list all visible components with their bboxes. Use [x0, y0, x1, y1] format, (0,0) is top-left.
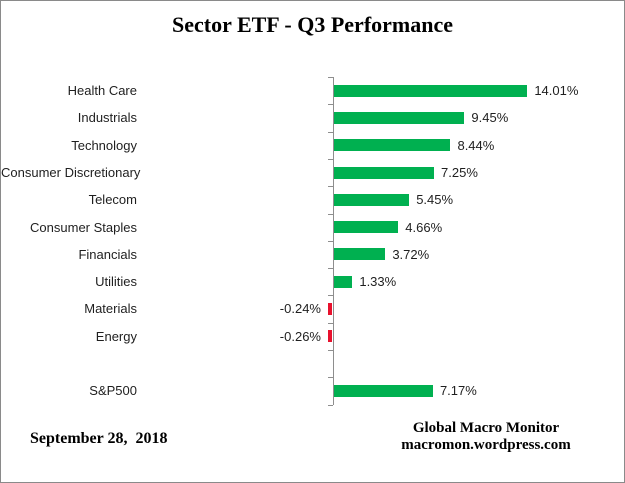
- category-label: Health Care: [67, 83, 137, 98]
- axis-tick: [328, 186, 333, 187]
- data-bar: [334, 139, 451, 152]
- value-label: -0.26%: [279, 328, 321, 344]
- value-label: 3.72%: [392, 246, 430, 262]
- category-label: Materials: [84, 301, 137, 317]
- axis-tick: [328, 104, 333, 105]
- axis-tick: [328, 214, 333, 215]
- date-label: September 28, 2018: [30, 430, 168, 447]
- axis-tick: [328, 350, 333, 351]
- data-bar: [328, 303, 332, 316]
- bar-chart-plot-area: Health Care 14.01% Industrials 9.45% Technol…: [1, 77, 624, 406]
- value-label: -0.24%: [279, 301, 321, 317]
- axis-tick: [328, 405, 333, 406]
- value-label: 14.01%: [534, 83, 579, 98]
- category-label: Consumer Staples: [30, 219, 137, 235]
- value-label: 5.45%: [416, 192, 454, 208]
- axis-tick: [328, 377, 333, 378]
- chart-title: Sector ETF - Q3 Performance: [171, 12, 453, 37]
- data-bar: [334, 166, 435, 179]
- value-label: 9.45%: [471, 110, 509, 126]
- value-label: 8.44%: [457, 137, 495, 153]
- category-label: Energy: [95, 328, 137, 344]
- axis-tick: [328, 159, 333, 160]
- category-label: Telecom: [88, 192, 137, 208]
- value-label: 4.66%: [405, 219, 443, 235]
- category-label: Consumer Discretionary: [1, 164, 141, 180]
- category-label: Technology: [71, 137, 137, 153]
- axis-tick: [328, 295, 333, 296]
- credit-block: Global Macro Monitor macromon.wordpress.…: [386, 420, 586, 454]
- data-bar: [334, 193, 410, 206]
- category-label: Utilities: [95, 274, 137, 290]
- axis-tick: [328, 323, 333, 324]
- value-label: 7.17%: [439, 383, 477, 399]
- data-bar: [334, 84, 528, 97]
- credit-source-name: Global Macro Monitor: [412, 420, 560, 436]
- category-label: S&P500: [89, 383, 137, 399]
- axis-tick: [328, 268, 333, 269]
- category-label: Financials: [78, 246, 137, 262]
- data-bar: [328, 330, 332, 343]
- value-label: 7.25%: [441, 164, 478, 180]
- category-label: Industrials: [77, 110, 137, 126]
- axis-tick: [328, 132, 333, 133]
- data-bar: [334, 111, 465, 124]
- category-axis-line: [333, 77, 334, 405]
- data-bar: [334, 221, 399, 234]
- value-label: 1.33%: [359, 274, 397, 290]
- data-bar: [334, 248, 386, 261]
- axis-tick: [328, 241, 333, 242]
- data-bar: [334, 275, 353, 288]
- axis-tick: [328, 77, 333, 78]
- credit-source-url: macromon.wordpress.com: [401, 437, 571, 453]
- data-bar: [334, 384, 433, 397]
